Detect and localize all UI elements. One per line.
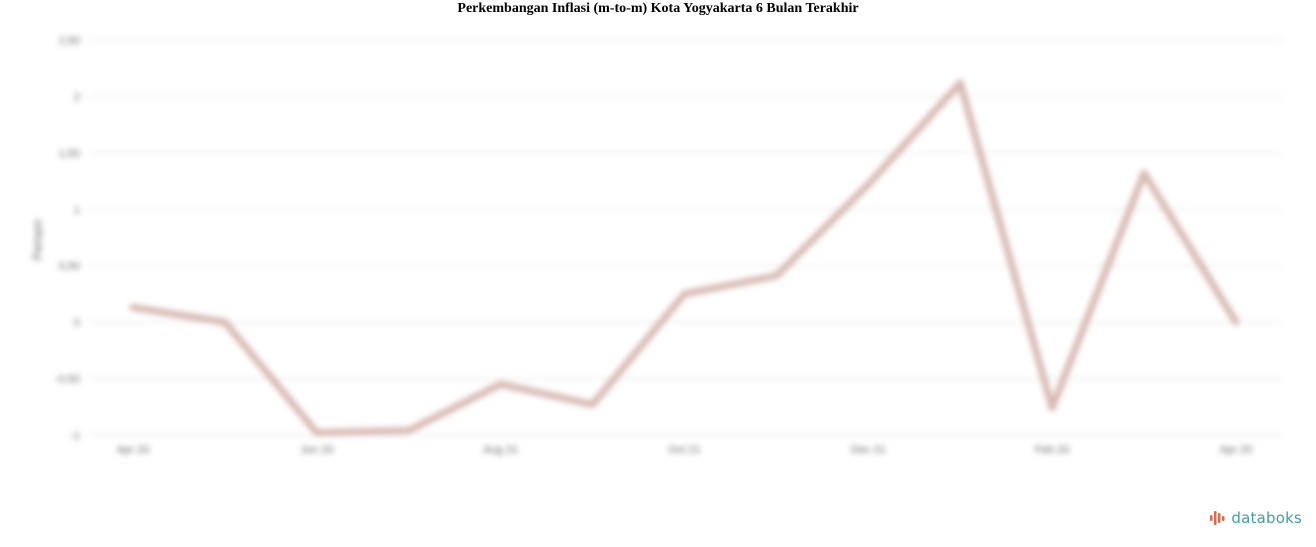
data-point[interactable] <box>221 318 229 326</box>
data-point[interactable] <box>956 79 964 87</box>
data-point[interactable] <box>681 290 688 298</box>
x-tick-label: Apr 20 <box>1220 444 1252 456</box>
y-tick-label: 0 <box>74 317 80 329</box>
y-tick-label: -0,50 <box>55 374 80 386</box>
data-point[interactable] <box>864 180 872 188</box>
data-point[interactable] <box>1140 169 1148 177</box>
databoks-icon <box>1210 511 1225 525</box>
data-point[interactable] <box>1048 404 1056 412</box>
data-point[interactable] <box>589 401 597 409</box>
y-tick-labels: 2,50 2 1,50 1 0,50 0 -0,50 -1 <box>55 35 80 442</box>
gridlines <box>88 39 1282 436</box>
x-tick-label: Apr 20 <box>117 444 149 456</box>
data-point[interactable] <box>772 272 780 280</box>
y-tick-label: -1 <box>70 430 80 442</box>
x-tick-label: Oct 21 <box>668 444 700 456</box>
y-tick-label: 1,50 <box>59 148 80 160</box>
chart-title: Perkembangan Inflasi (m-to-m) Kota Yogya… <box>457 1 859 16</box>
y-tick-label: 1 <box>74 204 80 216</box>
y-tick-label: 2 <box>74 91 80 103</box>
y-tick-label: 2,50 <box>59 35 80 47</box>
x-tick-labels: Apr 20 Jun 20 Aug 21 Oct 21 Dec 21 Feb 20 Apr … <box>117 444 1252 456</box>
databoks-logo: databoks <box>1210 509 1302 527</box>
series-line <box>129 79 1240 437</box>
brand-name: databoks <box>1231 509 1302 527</box>
x-tick-label: Aug 21 <box>483 444 518 456</box>
data-point[interactable] <box>497 380 505 388</box>
x-tick-label: Jun 20 <box>300 444 333 456</box>
x-tick-label: Dec 21 <box>851 444 886 456</box>
data-point[interactable] <box>405 426 413 434</box>
y-tick-label: 0,50 <box>59 261 80 273</box>
data-point[interactable] <box>1232 318 1240 326</box>
x-tick-label: Feb 20 <box>1035 444 1069 456</box>
y-axis-label: Persen <box>30 219 45 260</box>
series-group <box>129 79 1240 437</box>
data-point[interactable] <box>313 429 321 437</box>
data-point[interactable] <box>129 303 137 311</box>
